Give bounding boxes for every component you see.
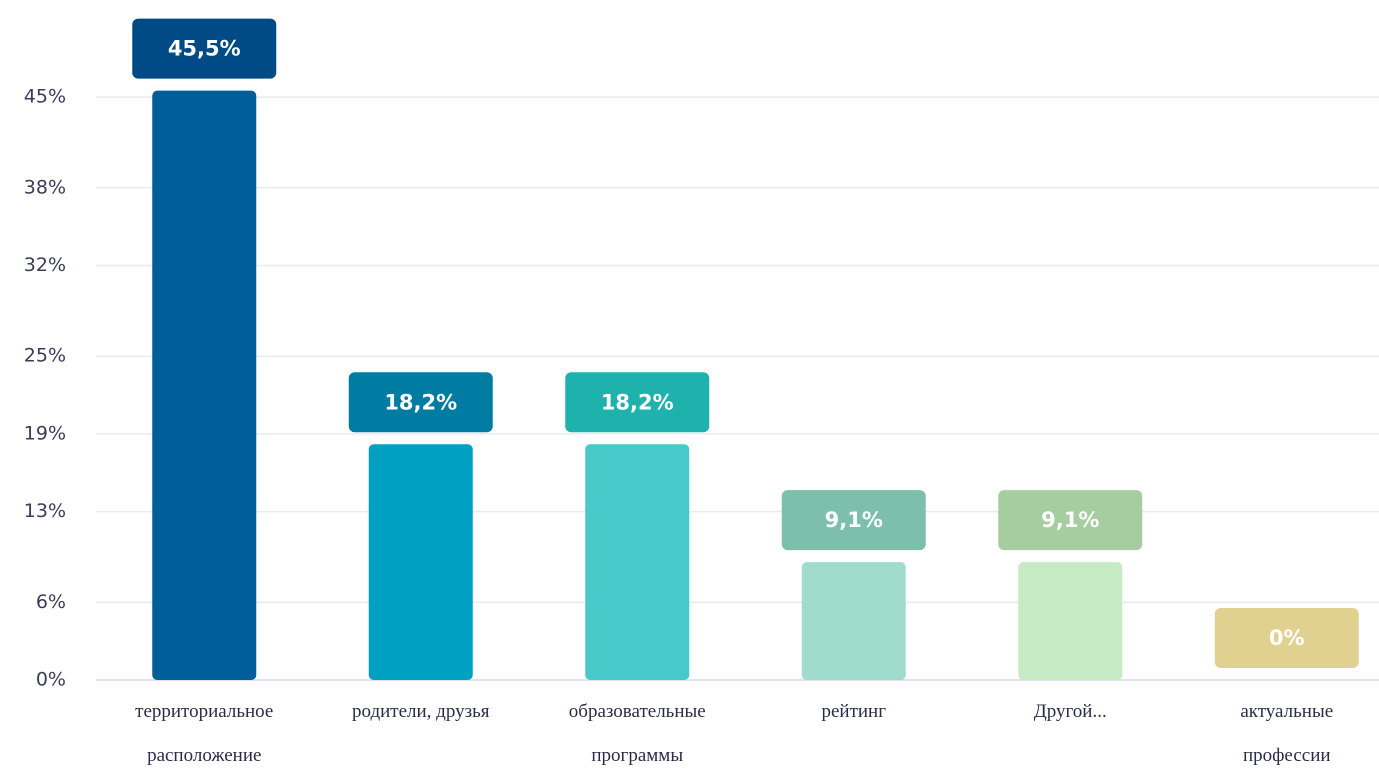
- y-tick-label: 45%: [24, 86, 66, 108]
- value-label: 18,2%: [384, 390, 457, 414]
- value-label-box: [1214, 608, 1359, 668]
- y-tick-label: 38%: [24, 176, 66, 198]
- x-tick-label: рейтинг: [821, 701, 887, 722]
- value-label: 0%: [1269, 626, 1305, 650]
- y-tick-label: 32%: [24, 254, 66, 276]
- y-tick-label: 19%: [24, 422, 66, 444]
- x-tick-label: родители, друзья: [352, 701, 490, 722]
- y-tick-label: 0%: [36, 669, 66, 691]
- x-tick-label: территориальное расположение: [135, 701, 274, 766]
- value-label: 18,2%: [601, 390, 674, 414]
- value-label-box: [348, 372, 493, 433]
- x-tick-label: Другой...: [1033, 701, 1107, 722]
- value-label: 9,1%: [825, 508, 883, 532]
- y-tick-label: 25%: [24, 345, 66, 367]
- bar: [801, 562, 906, 680]
- value-label: 9,1%: [1041, 508, 1099, 532]
- bar: [1018, 562, 1123, 680]
- value-label-box: [565, 372, 710, 433]
- bar: [585, 444, 690, 680]
- bar: [152, 90, 257, 680]
- value-label-box: [998, 490, 1143, 551]
- value-label-box: [781, 490, 926, 551]
- x-tick-label: актуальные профессии: [1240, 701, 1334, 766]
- value-label-box: [132, 18, 277, 79]
- y-tick-label: 6%: [36, 591, 66, 613]
- x-tick-label: образовательные программы: [568, 701, 706, 766]
- value-label: 45,5%: [168, 37, 241, 61]
- bar: [368, 444, 473, 680]
- y-tick-label: 13%: [24, 500, 66, 522]
